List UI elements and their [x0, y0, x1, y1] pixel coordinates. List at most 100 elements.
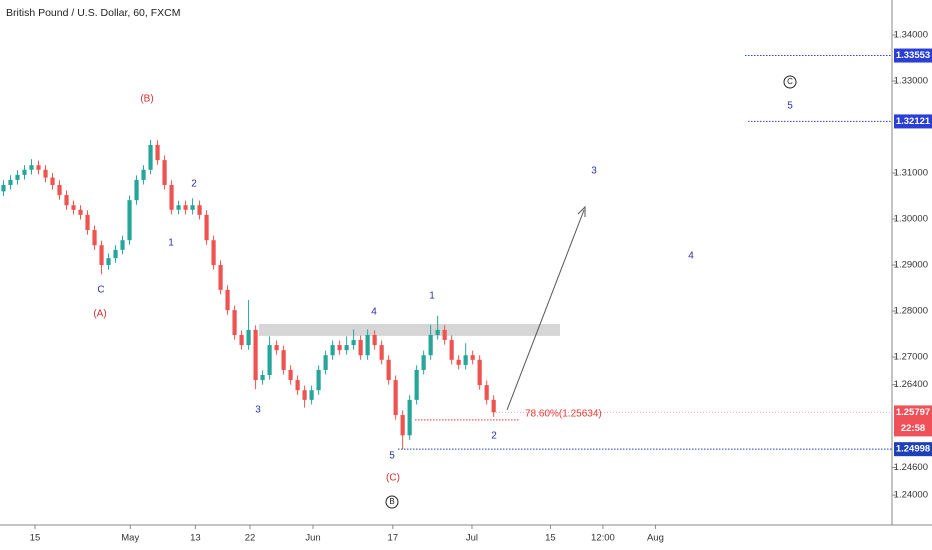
x-tick-label: Jul [466, 533, 478, 544]
candle-body [323, 355, 328, 370]
y-tick-label: 1.28000 [894, 306, 928, 317]
candle-body [197, 205, 202, 215]
candle-body [113, 249, 118, 259]
candle-body [43, 169, 48, 178]
wave-label: C [787, 77, 793, 86]
candle-body [120, 240, 125, 250]
wave-label: 5 [787, 101, 793, 112]
wave-label: 4 [688, 251, 694, 262]
x-tick-label: 13 [190, 533, 201, 544]
x-tick-label: 15 [30, 533, 41, 544]
candle-body [239, 334, 244, 346]
price-label: 1.32121 [896, 116, 931, 127]
candle-body [491, 399, 496, 413]
x-tick-label: 22 [245, 533, 256, 544]
projection-arrow [506, 209, 585, 411]
candle-body [141, 169, 146, 180]
wave-label: 5 [389, 451, 395, 462]
candle-body [155, 144, 160, 161]
candle-body [414, 369, 419, 400]
resistance-zone [259, 323, 560, 336]
candle-body [456, 359, 461, 365]
candle-body [267, 345, 272, 375]
candle-body [92, 230, 97, 246]
candle-body [218, 265, 223, 290]
candle-body [36, 165, 41, 170]
wave-label: 3 [591, 166, 597, 177]
y-tick-label: 1.34000 [894, 29, 928, 40]
arrow-head [577, 205, 586, 217]
y-tick-label: 1.31000 [894, 168, 928, 179]
wave-label: C [97, 285, 104, 296]
candle-body [421, 355, 426, 370]
candle-body [372, 334, 377, 346]
candle-body [183, 205, 188, 210]
candle-body [400, 415, 405, 436]
y-tick-label: 1.27000 [894, 352, 928, 363]
plot: 1.34000 1.33000 1.31000 1.30000 1.29000 1.280… [1, 29, 928, 544]
candle-body [29, 165, 34, 170]
candle-body [225, 289, 230, 311]
candle-body [232, 310, 237, 335]
candle-body [288, 369, 293, 381]
x-tick-label: Jun [305, 533, 320, 544]
wave-circle [385, 495, 399, 509]
wave-label: (B) [140, 94, 153, 105]
candle-body [134, 179, 139, 201]
wave-label: 2 [191, 179, 197, 190]
candle-body [393, 380, 398, 416]
candle-body [281, 350, 286, 370]
candle-body [428, 334, 433, 356]
candle-body [211, 240, 216, 266]
price-label-box [894, 442, 932, 457]
wave-label: 2 [491, 431, 497, 442]
candle-body [99, 245, 104, 266]
candle-body [1, 184, 6, 192]
price-label: 1.24998 [896, 444, 930, 455]
wave-label: (C) [386, 473, 400, 484]
y-tick-label: 1.24600 [894, 462, 928, 473]
candle-body [253, 329, 258, 381]
candle-body [330, 345, 335, 356]
x-tick-label: 12:00 [591, 533, 615, 544]
wave-circle [783, 75, 797, 89]
wave-label: 4 [371, 307, 377, 318]
candle-body [484, 385, 489, 400]
candle-body [351, 340, 356, 346]
candle-body [302, 390, 307, 400]
x-tick-label: Aug [647, 533, 664, 544]
candle-body [8, 179, 13, 185]
y-tick-label: 1.30000 [894, 214, 928, 225]
candle-body [379, 345, 384, 360]
candle-body [176, 205, 181, 210]
wave-labels: (B) C (A) 2 1 3 4 1 5 (C) B 2 3 4 5 C [93, 75, 797, 509]
candle-body [309, 390, 314, 400]
price-label: 1.33553 [896, 50, 930, 61]
y-tick-label: 1.29000 [894, 260, 928, 271]
candle-body [463, 355, 468, 365]
price-label-box [894, 114, 932, 129]
candle-body [442, 329, 447, 341]
candle-body [190, 205, 195, 210]
candle-body [274, 345, 279, 351]
y-tick-label: 1.24000 [894, 490, 928, 501]
candle-body [386, 359, 391, 381]
candle-body [435, 329, 440, 335]
candle-body [71, 205, 76, 210]
countdown-label: 22:58 [901, 423, 925, 434]
price-label-box [894, 48, 932, 63]
wave-label: (A) [93, 309, 106, 320]
candle-body [344, 345, 349, 351]
candle-body [106, 258, 111, 266]
wave-label: 1 [429, 291, 435, 302]
candle-body [260, 375, 265, 381]
candle-body [169, 184, 174, 210]
fib-label: 78.60%(1.25634) [525, 409, 602, 420]
candle-body [85, 214, 90, 231]
candle-body [162, 160, 167, 185]
candle-body [316, 369, 321, 391]
candle-body [295, 380, 300, 391]
candle-body [407, 399, 412, 436]
